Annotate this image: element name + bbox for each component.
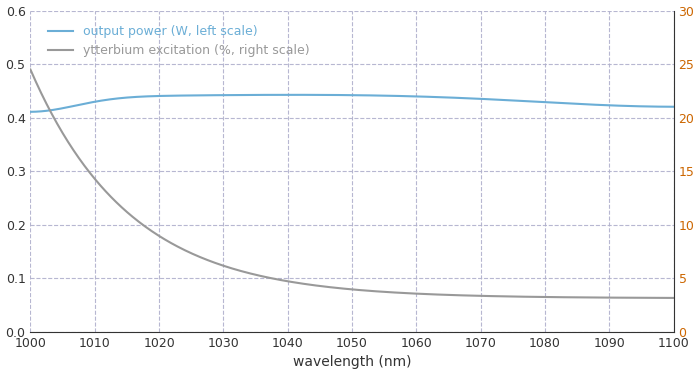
output power (W, left scale) [457, 96, 466, 100]
Legend: output power (W, left scale), ytterbium excitation (%, right scale): output power (W, left scale), ytterbium … [43, 20, 315, 62]
ytterbium excitation (%, right scale) [456, 293, 464, 297]
output power (W, left scale) [288, 93, 297, 97]
Line: ytterbium excitation (%, right scale): ytterbium excitation (%, right scale) [30, 69, 673, 298]
X-axis label: wavelength (nm): wavelength (nm) [293, 356, 412, 369]
output power (W, left scale) [318, 93, 327, 97]
ytterbium excitation (%, right scale) [317, 284, 326, 288]
ytterbium excitation (%, right scale) [192, 253, 200, 258]
output power (W, left scale) [192, 93, 200, 98]
ytterbium excitation (%, right scale) [510, 294, 519, 299]
output power (W, left scale) [407, 94, 415, 99]
Line: output power (W, left scale): output power (W, left scale) [30, 95, 673, 112]
ytterbium excitation (%, right scale) [669, 296, 678, 300]
ytterbium excitation (%, right scale) [140, 224, 148, 228]
output power (W, left scale) [669, 105, 678, 109]
ytterbium excitation (%, right scale) [26, 67, 34, 72]
output power (W, left scale) [512, 98, 520, 103]
output power (W, left scale) [26, 110, 34, 114]
ytterbium excitation (%, right scale) [405, 291, 414, 296]
output power (W, left scale) [140, 94, 148, 99]
